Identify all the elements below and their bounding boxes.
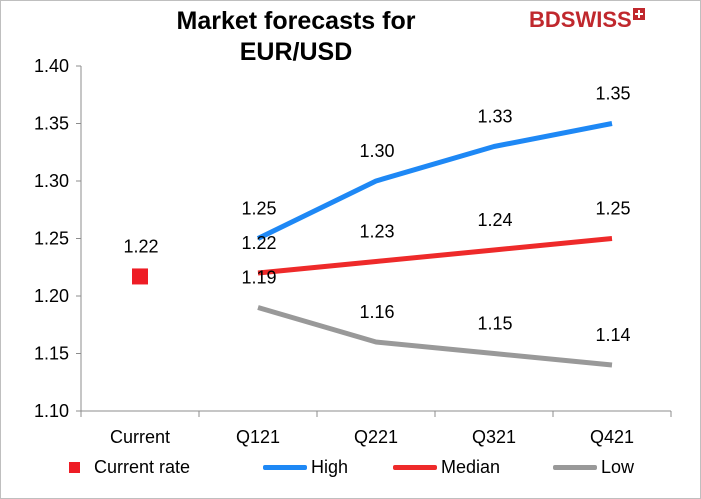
series-line-low [257,305,613,368]
data-label-low: 1.15 [477,314,512,334]
legend-swatch-current-rate [69,461,80,473]
legend-item-high: High [263,454,348,480]
legend-swatch-high [263,464,307,470]
data-label-high: 1.30 [359,141,394,161]
legend-item-current-rate: Current rate [69,454,190,480]
y-tick-label: 1.10 [34,401,69,421]
data-label-high: 1.33 [477,107,512,127]
plot-area: 1.10 1.15 1.20 1.25 1.30 1.35 1.40 Current Q121 Q… [34,56,672,447]
data-label-low: 1.14 [595,325,630,345]
legend-label-median: Median [441,456,501,477]
current-rate-marker [132,268,148,285]
y-tick-label: 1.35 [34,114,69,134]
data-label-high: 1.35 [595,84,630,104]
x-tick-label: Q221 [354,427,398,447]
swiss-cross-icon [632,8,645,20]
y-tick-label: 1.30 [34,171,69,191]
data-label-median: 1.23 [359,222,394,242]
logo-text-bd: BD [529,7,561,32]
bdswiss-logo: BD SWISS [529,7,645,39]
y-tick-label: 1.25 [34,229,69,249]
data-label-current-rate: 1.22 [123,236,158,256]
data-label-low: 1.19 [241,268,276,288]
data-label-median: 1.24 [477,210,512,230]
x-tick-label: Q321 [472,427,516,447]
data-label-high: 1.25 [241,199,276,219]
y-tick-label: 1.40 [34,56,69,76]
x-tick-label: Q121 [236,427,280,447]
logo-text-swiss: SWISS [560,7,632,32]
chart-legend: Current rate High Median Low [1,454,700,480]
legend-label-low: Low [601,456,635,477]
data-label-median: 1.25 [595,199,630,219]
chart-title: Market forecasts for EUR/USD [176,7,416,66]
legend-swatch-median [393,464,437,470]
legend-swatch-low [553,464,597,470]
series-line-median [257,236,613,276]
legend-item-low: Low [553,454,634,480]
data-label-low: 1.16 [359,302,394,322]
data-label-median: 1.22 [241,233,276,253]
x-tick-label: Current [110,427,170,447]
y-tick-label: 1.20 [34,286,69,306]
x-tick-label: Q421 [590,427,634,447]
legend-label-current-rate: Current rate [94,456,191,477]
legend-label-high: High [311,456,349,477]
series-line-high [256,121,613,241]
legend-item-median: Median [393,454,500,480]
y-tick-label: 1.15 [34,344,69,364]
